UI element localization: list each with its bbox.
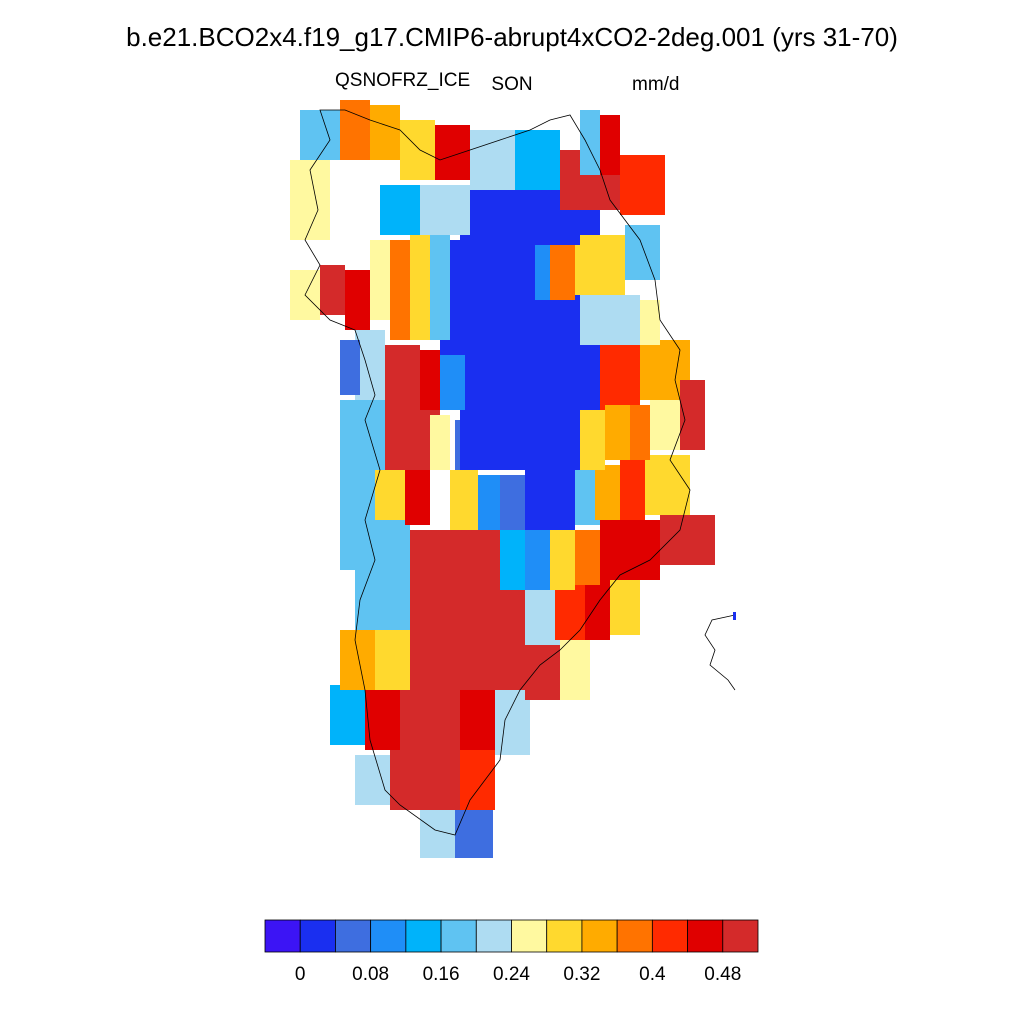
map-cell [345, 270, 370, 330]
map-cell [290, 160, 330, 240]
map-cell [625, 225, 660, 280]
map-cell [470, 130, 515, 190]
map-cell [400, 120, 435, 180]
map-cell [500, 475, 525, 530]
colorbar-label: 0.48 [704, 964, 741, 985]
map-cell [375, 470, 405, 520]
colorbar-label: 0.16 [423, 964, 460, 985]
map-cell [420, 810, 455, 858]
map-cell [595, 465, 620, 520]
colorbar-box [405, 919, 442, 953]
map-cell [580, 410, 605, 470]
map-cell [575, 530, 600, 585]
map-cell [410, 235, 430, 340]
map-cell [420, 185, 470, 235]
left-subtitle: QSNOFRZ_ICE [335, 70, 470, 91]
colorbar-box [651, 919, 688, 953]
colorbar-label: 0.4 [639, 964, 666, 985]
map-cell [330, 685, 365, 745]
map-cell [660, 515, 715, 565]
map-cell [535, 245, 550, 300]
map-cell [515, 130, 560, 190]
map-cell [525, 470, 575, 530]
map-cell [430, 235, 450, 340]
center-subtitle: SON [491, 74, 532, 95]
island-cell [733, 612, 736, 620]
map-cell [355, 755, 390, 805]
map-cell [440, 355, 465, 410]
map-cell [320, 265, 345, 315]
title: b.e21.BCO2x4.f19_g17.CMIP6-abrupt4xCO2-2… [126, 22, 898, 52]
map-cell [525, 530, 550, 590]
map-cell [478, 475, 500, 530]
map-cell [370, 240, 390, 320]
map-cell [640, 300, 660, 345]
colorbar-box [511, 919, 548, 953]
map-cell [340, 100, 370, 160]
map-cells [290, 100, 715, 858]
colorbar-box [370, 919, 407, 953]
coastline [304, 109, 691, 836]
colorbar-label: 0 [295, 964, 306, 985]
map-cell [435, 125, 470, 180]
colorbar: 0 0.08 0.16 0.24 0.32 0.4 0.48 [264, 919, 759, 985]
colorbar-box [546, 919, 583, 953]
colorbar-box [264, 919, 301, 953]
map-cell [580, 110, 600, 175]
map-cell [600, 115, 620, 175]
right-subtitle: mm/d [632, 74, 680, 95]
map-cell [460, 690, 495, 750]
colorbar-label: 0.32 [563, 964, 600, 985]
map-cell [430, 415, 450, 470]
map-cell [495, 690, 530, 755]
map-cell [620, 460, 645, 520]
map-cell [390, 240, 410, 340]
map-cell [525, 645, 560, 700]
map-cell [455, 810, 493, 858]
map-cell [370, 105, 400, 160]
map-cell [600, 340, 640, 410]
colorbar-box [616, 919, 653, 953]
map-cell [365, 690, 400, 750]
map-cell [630, 405, 650, 460]
map-cell [390, 690, 460, 810]
map-cell [380, 185, 420, 235]
map-cell [585, 580, 610, 640]
colorbar-box [440, 919, 477, 953]
map-cell [560, 640, 590, 700]
map-cell [605, 405, 630, 460]
map-cell [340, 340, 360, 395]
map-cell [460, 750, 495, 810]
map-cell [600, 235, 625, 295]
map-cell [555, 585, 585, 640]
colorbar-box [299, 919, 336, 953]
colorbar-box [687, 919, 724, 953]
island-coastline [704, 614, 736, 691]
map-cell [385, 345, 420, 410]
map-cell [355, 570, 410, 630]
map-cell [450, 470, 478, 530]
colorbar-box [335, 919, 372, 953]
colorbar-box [581, 919, 618, 953]
map-cell [405, 470, 430, 525]
colorbar-label: 0.24 [493, 964, 530, 985]
map-cell [600, 520, 660, 580]
map-cell [580, 295, 640, 345]
map-cell [500, 530, 525, 590]
map-cell [375, 630, 410, 690]
colorbar-box [475, 919, 512, 953]
map-cell [420, 350, 440, 410]
map-cell [525, 590, 560, 645]
map-cell [620, 155, 665, 215]
map-cell [645, 455, 690, 515]
map-cell [300, 110, 340, 160]
colorbar-label: 0.08 [352, 964, 389, 985]
colorbar-box [722, 919, 759, 953]
map-cell [610, 580, 640, 635]
map-cell [340, 630, 375, 690]
map-cell [550, 530, 575, 590]
map-cell [680, 380, 705, 450]
